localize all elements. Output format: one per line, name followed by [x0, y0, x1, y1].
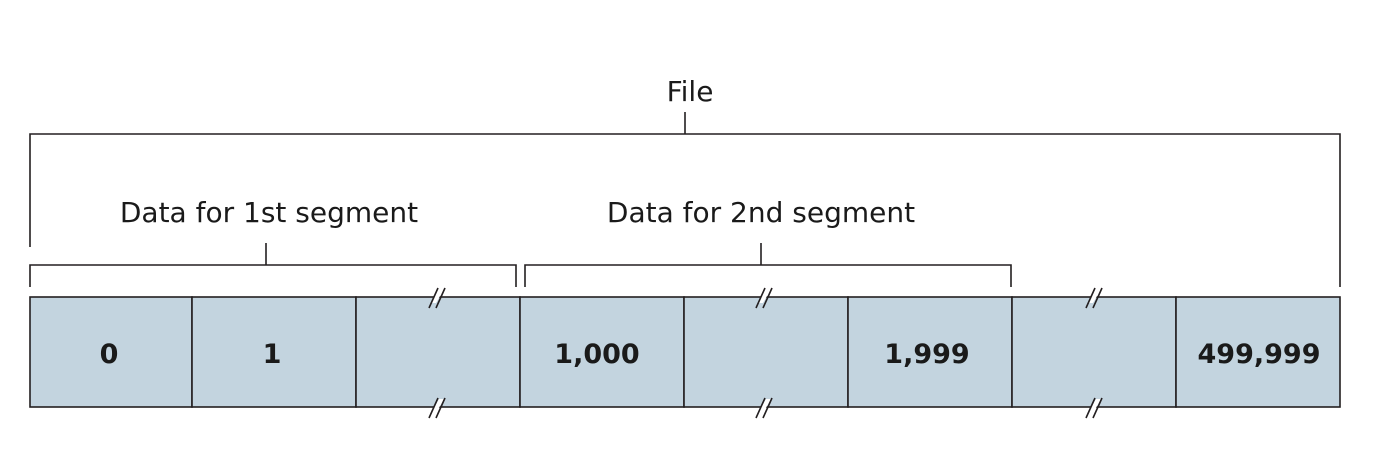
byte-label-7: 499,999: [1198, 339, 1321, 370]
byte-cell-6: [1011, 296, 1177, 408]
segment1-label: Data for 1st segment: [120, 196, 418, 229]
byte-label-5: 1,999: [884, 339, 969, 370]
segment1-bracket: [29, 243, 517, 287]
segment2-bracket: [524, 243, 1012, 287]
byte-cell-0: [29, 296, 193, 408]
byte-label-1: 1: [263, 339, 282, 370]
break-mark-3-top: [1085, 287, 1103, 309]
break-mark-1-bottom: [428, 397, 446, 419]
break-mark-2-bottom: [755, 397, 773, 419]
segment2-label: Data for 2nd segment: [607, 196, 915, 229]
byte-cell-5: [847, 296, 1013, 408]
break-mark-3-bottom: [1085, 397, 1103, 419]
byte-label-0: 0: [100, 339, 119, 370]
byte-label-3: 1,000: [554, 339, 639, 370]
file-label: File: [667, 75, 714, 108]
byte-cell-4: [683, 296, 849, 408]
byte-cell-1: [191, 296, 357, 408]
byte-row: [29, 296, 1341, 408]
byte-cell-7: [1175, 296, 1341, 408]
byte-cell-2: [355, 296, 521, 408]
file-bracket: [29, 112, 1341, 287]
break-mark-2-top: [755, 287, 773, 309]
break-mark-1-top: [428, 287, 446, 309]
byte-cell-3: [519, 296, 685, 408]
